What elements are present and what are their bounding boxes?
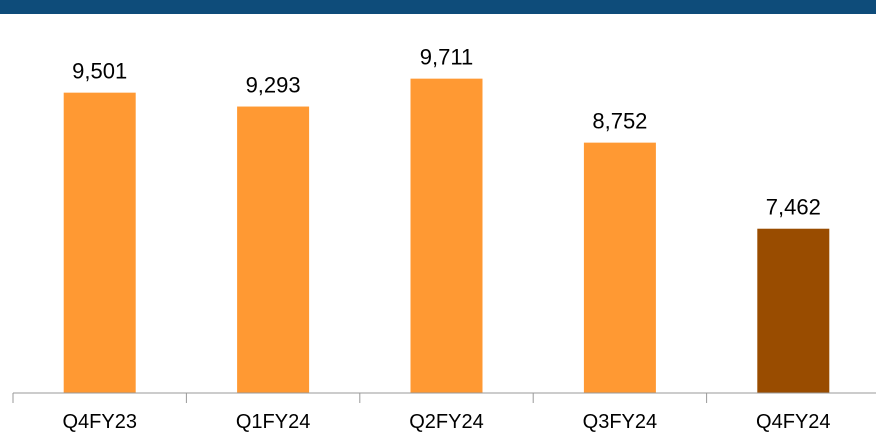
bar bbox=[410, 78, 483, 393]
bar bbox=[63, 92, 136, 393]
x-tick-label: Q3FY24 bbox=[583, 411, 657, 433]
x-tick-label: Q4FY23 bbox=[62, 411, 136, 433]
bar bbox=[583, 142, 656, 393]
value-label: 8,752 bbox=[592, 109, 647, 134]
value-label: 9,293 bbox=[246, 73, 301, 98]
bar bbox=[237, 106, 310, 393]
value-label: 7,462 bbox=[766, 195, 821, 220]
value-label: 9,711 bbox=[420, 45, 473, 70]
x-tick-label: Q2FY24 bbox=[409, 411, 483, 433]
header-band bbox=[0, 0, 876, 14]
bar bbox=[757, 228, 830, 393]
x-tick-label: Q4FY24 bbox=[756, 411, 830, 433]
x-tick-label: Q1FY24 bbox=[236, 411, 310, 433]
value-label: 9,501 bbox=[72, 59, 127, 84]
